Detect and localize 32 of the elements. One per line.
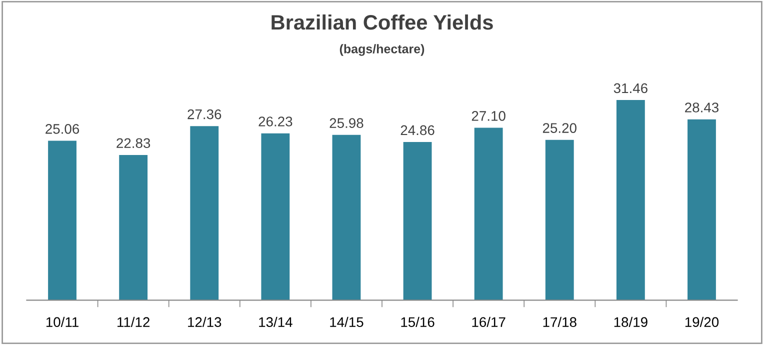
bar: [190, 126, 219, 300]
x-tick-label: 11/12: [118, 316, 150, 328]
data-label: 28.43: [685, 102, 719, 112]
x-tick-label: 12/13: [188, 316, 222, 328]
bar: [403, 142, 432, 300]
bar: [474, 128, 503, 300]
data-label: 27.36: [188, 109, 222, 120]
x-tick-label: 14/15: [330, 316, 364, 328]
data-label: 25.20: [542, 123, 576, 133]
bar: [545, 140, 574, 300]
data-label: 26.23: [258, 116, 292, 126]
data-label: 24.86: [400, 125, 434, 136]
x-tick-label: 19/20: [685, 316, 719, 328]
x-tick-label: 17/18: [543, 316, 576, 328]
bar: [688, 119, 716, 300]
bar: [48, 140, 76, 300]
chart-subtitle: (bags/hectare): [340, 44, 424, 56]
x-tick-label: 16/17: [472, 316, 506, 328]
x-tick-label: 18/19: [614, 316, 648, 328]
bar: [616, 100, 645, 300]
data-label: 22.83: [116, 138, 150, 148]
data-label: 25.06: [46, 124, 80, 134]
bar: [119, 154, 148, 300]
x-tick-label: 13/14: [259, 316, 292, 328]
data-label: 27.10: [472, 111, 506, 121]
data-label: 31.46: [614, 83, 648, 94]
bar: [332, 134, 361, 300]
x-tick-label: 15/16: [401, 316, 434, 328]
chart-title: Brazilian Coffee Yields: [272, 14, 493, 30]
data-label: 25.98: [330, 118, 364, 128]
x-tick-label: 10/11: [46, 316, 78, 328]
bar: [261, 133, 290, 300]
